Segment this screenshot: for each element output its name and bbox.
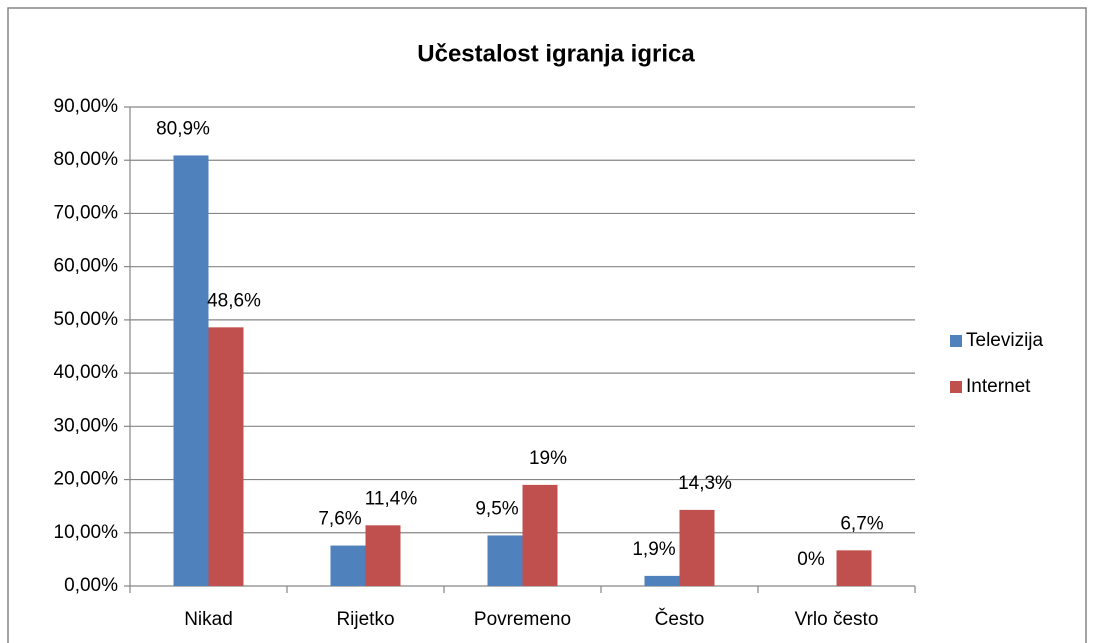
y-tick-label: 70,00%	[54, 202, 119, 223]
bar	[836, 550, 872, 586]
y-tick-label: 50,00%	[54, 309, 119, 330]
bar	[487, 535, 523, 586]
value-label: 11,4%	[365, 488, 418, 509]
y-tick-label: 80,00%	[54, 149, 119, 170]
value-label: 6,7%	[840, 513, 883, 534]
y-tick-label: 30,00%	[54, 415, 119, 436]
bar	[522, 484, 558, 586]
value-label: 9,5%	[475, 498, 518, 519]
y-tick-label: 20,00%	[54, 469, 119, 490]
bar	[173, 155, 209, 586]
bar	[679, 509, 715, 586]
y-tick-label: 10,00%	[54, 522, 119, 543]
value-label: 48,6%	[207, 290, 261, 311]
x-tick-label: Vrlo često	[795, 609, 879, 630]
y-tick-label: 60,00%	[54, 256, 119, 277]
bar	[365, 525, 401, 586]
y-tick-label: 40,00%	[54, 362, 119, 383]
x-tick-label: Povremeno	[474, 609, 571, 630]
chart-title: Učestalost igranja igrica	[417, 40, 695, 67]
bar	[208, 327, 244, 586]
x-tick-label: Rijetko	[336, 609, 394, 630]
y-tick-label: 0,00%	[64, 575, 118, 596]
bar	[644, 575, 680, 586]
bar	[330, 545, 366, 586]
x-tick-label: Često	[655, 608, 705, 630]
value-label: 0%	[797, 549, 825, 570]
y-tick-label: 90,00%	[54, 96, 119, 117]
legend-label: Televizija	[966, 330, 1044, 351]
legend-swatch	[950, 335, 962, 347]
value-label: 7,6%	[318, 509, 361, 530]
value-label: 1,9%	[632, 539, 675, 560]
value-label: 19%	[529, 448, 567, 469]
x-tick-label: Nikad	[184, 609, 233, 630]
legend-swatch	[950, 381, 962, 393]
legend-label: Internet	[966, 376, 1031, 397]
value-label: 80,9%	[156, 118, 210, 139]
value-label: 14,3%	[678, 473, 732, 494]
